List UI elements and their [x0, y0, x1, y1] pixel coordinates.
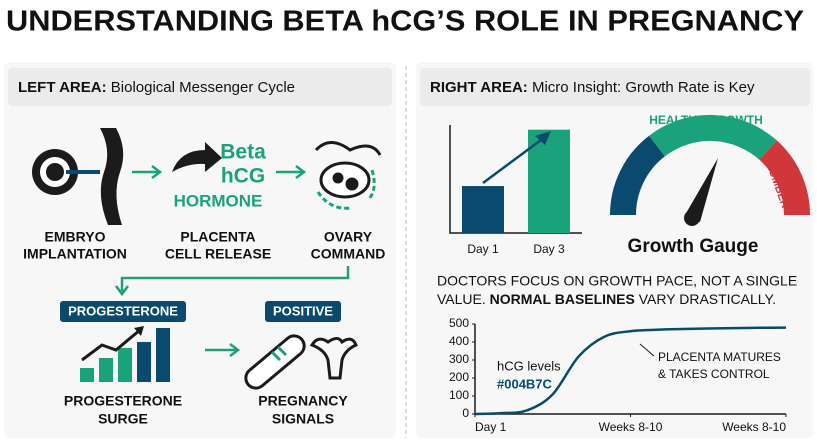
note-part: NORMAL BASELINES: [490, 291, 635, 307]
note-part: VARY DRASTICALLY.: [639, 291, 776, 307]
badge: [265, 301, 341, 322]
note-part: VALUE.: [437, 291, 486, 307]
heading: Biological Messenger Cycle: [111, 79, 295, 96]
bar: [528, 129, 570, 233]
release-arrow-icon: [172, 142, 222, 172]
annotation: PLACENTA MATURES: [658, 350, 781, 364]
trend-arrow: [482, 135, 546, 185]
gauge-label: HEALTHY GROWTH: [649, 113, 763, 127]
hormone-text: HORMONE: [174, 191, 263, 210]
step-label: PLACENTA: [180, 229, 255, 245]
bar: [462, 186, 504, 233]
x-tick-label: Day 3: [533, 242, 565, 256]
area-label: RIGHT AREA:: [430, 79, 528, 96]
title: UNDERSTANDING BETA hCG’S ROLE IN PREGNAN…: [6, 6, 804, 38]
step-label: EMBRYO: [45, 229, 106, 245]
annotation: #004B7C: [497, 376, 553, 391]
left-heading: LEFT AREA: Biological Messenger Cycle: [18, 79, 295, 96]
x-tick-label: Weeks 8-10: [599, 420, 663, 434]
hormone-text: Beta: [220, 141, 266, 164]
note: VALUE. NORMAL BASELINES VARY DRASTICALLY…: [437, 291, 776, 307]
step-label: OVARY: [324, 229, 373, 245]
leader-line: [639, 343, 655, 357]
left-header: [8, 68, 392, 106]
arrow: [132, 165, 163, 179]
gauge-caption: Growth Gauge: [628, 236, 759, 257]
ovary-icon: [314, 141, 382, 210]
uterus-icon: [309, 337, 358, 380]
gauge: [610, 114, 811, 216]
y-tick-label: 100: [449, 388, 469, 402]
arrow: [205, 343, 241, 357]
annotation: hCG levels: [497, 358, 561, 373]
needle-hub: [684, 210, 700, 226]
right-heading: RIGHT AREA: Micro Insight: Growth Rate i…: [430, 79, 755, 96]
step-label: CELL RELEASE: [165, 246, 271, 262]
surge-icon: [80, 326, 170, 382]
badge: [60, 301, 186, 322]
badge-text: POSITIVE: [273, 303, 333, 318]
right-header: [420, 68, 810, 106]
y-tick-label: 0: [462, 406, 469, 420]
hormone-text: hCG: [221, 165, 265, 188]
step-label: COMMAND: [311, 246, 386, 262]
step-label: IMPLANTATION: [23, 246, 127, 262]
step-label: SIGNALS: [272, 411, 334, 427]
badge-text: PROGESTERONE: [68, 303, 178, 318]
x-tick-label: Day 1: [475, 420, 507, 434]
needle: [685, 158, 718, 222]
gauge-label: (DOUBLING): [670, 126, 742, 140]
y-tick-label: 400: [449, 334, 469, 348]
right-panel: [416, 62, 813, 438]
y-tick-label: 300: [449, 352, 469, 366]
trend-arrowhead: [535, 131, 551, 145]
step-label: PREGNANCY: [258, 393, 348, 409]
area-label: LEFT AREA:: [18, 79, 107, 96]
x-tick-label: Weeks 8-10: [722, 420, 786, 434]
connector: [115, 266, 350, 297]
step-label: SURGE: [98, 411, 148, 427]
y-tick-label: 500: [449, 316, 469, 330]
embryo-icon: [32, 128, 124, 225]
note: DOCTORS FOCUS ON GROWTH PACE, NOT A SING…: [437, 273, 797, 289]
x-tick-label: Day 1: [467, 242, 499, 256]
step-label: PROGESTERONE: [64, 393, 182, 409]
y-tick-label: 200: [449, 370, 469, 384]
annotation: & TAKES CONTROL: [658, 367, 770, 381]
series-line: [474, 326, 787, 416]
arrow: [276, 165, 307, 179]
heading: Micro Insight: Growth Rate is Key: [532, 79, 755, 96]
test-icon: [244, 334, 306, 390]
